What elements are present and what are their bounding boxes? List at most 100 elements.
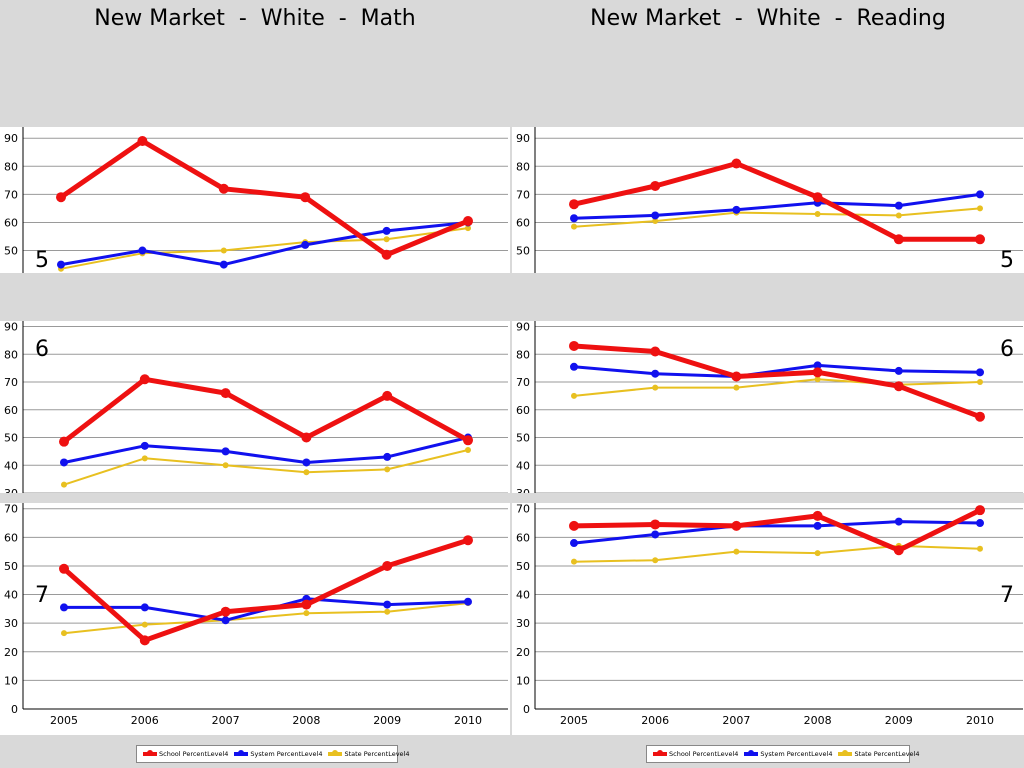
chart-background [0, 127, 510, 273]
school-data-point [731, 158, 742, 169]
system-data-point [60, 603, 68, 612]
state-data-point [222, 462, 229, 469]
grade-label: 5 [35, 248, 49, 273]
school-data-point [220, 388, 231, 399]
system-data-point [894, 517, 903, 526]
school-data-point [137, 136, 148, 147]
state-data-point [220, 247, 227, 254]
school-data-point [301, 599, 312, 610]
school-data-point [300, 192, 311, 203]
y-tick-label: 90 [516, 321, 530, 334]
school-series-line [573, 507, 982, 553]
system-data-point [301, 240, 310, 249]
grade-label: 7 [1000, 583, 1014, 608]
y-tick-label: 40 [516, 459, 530, 472]
grade-label: 7 [35, 583, 49, 608]
system-data-point [976, 190, 984, 199]
y-tick-label: 0 [11, 703, 18, 716]
school-series-line [59, 138, 469, 258]
y-tick-label: 90 [516, 132, 530, 145]
legend-system-label: System PercentLevel4 [760, 750, 833, 758]
legend-school-swatch [653, 750, 667, 756]
school-data-point [220, 606, 231, 617]
system-data-point [894, 366, 903, 375]
system-data-point [140, 441, 149, 450]
system-data-point [464, 597, 472, 606]
y-tick-label: 90 [4, 132, 18, 145]
school-data-point [463, 216, 473, 227]
state-series-line [63, 449, 469, 486]
system-data-point [60, 458, 68, 467]
x-tick-label: 2008 [292, 714, 320, 727]
system-data-point [140, 603, 149, 612]
school-data-point [381, 249, 392, 260]
state-data-point [814, 550, 821, 557]
reading-chart-title: New Market - White - Reading [590, 6, 946, 31]
y-tick-label: 70 [4, 376, 18, 389]
state-data-point [383, 236, 390, 243]
math-chart-title: New Market - White - Math [94, 6, 416, 31]
y-tick-label: 50 [516, 245, 530, 258]
x-tick-label: 2005 [560, 714, 588, 727]
math-grade6-chart: 30 40 50 60 70 80 90 6 [0, 321, 510, 493]
y-tick-label: 70 [4, 188, 18, 201]
state-series-line [573, 207, 981, 228]
system-data-point [651, 369, 660, 378]
system-data-point [382, 226, 391, 235]
y-tick-label: 50 [4, 245, 18, 258]
state-data-point [652, 218, 659, 225]
state-data-point [303, 469, 310, 476]
school-data-point [650, 180, 661, 191]
legend-state-label: State PercentLevel4 [854, 750, 920, 758]
state-data-point [895, 212, 902, 219]
math-legend: School PercentLevel4 System PercentLevel… [136, 745, 410, 763]
school-data-point [218, 183, 229, 194]
y-tick-label: 60 [516, 404, 530, 417]
school-data-point [56, 192, 66, 203]
x-tick-label: 2009 [885, 714, 913, 727]
system-series-line [573, 192, 981, 220]
legend-state-swatch [838, 750, 853, 756]
y-tick-label: 80 [4, 348, 18, 361]
y-tick-label: 60 [4, 216, 18, 229]
school-data-point [731, 520, 742, 531]
legend-state: State PercentLevel4 [328, 750, 410, 758]
y-tick-label: 30 [516, 487, 530, 493]
system-data-point [383, 600, 392, 609]
y-tick-label: 20 [4, 646, 18, 659]
reading-legend: School PercentLevel4 System PercentLevel… [646, 745, 920, 763]
grade-label: 6 [1000, 337, 1014, 362]
y-tick-label: 30 [4, 617, 18, 630]
system-data-point [813, 361, 822, 370]
system-series-line [60, 221, 469, 267]
school-data-point [975, 505, 985, 516]
legend-system-label: System PercentLevel4 [250, 750, 323, 758]
system-data-point [570, 362, 578, 371]
legend-system-swatch [744, 750, 759, 756]
state-data-point [814, 211, 821, 218]
state-series-line [573, 378, 981, 397]
system-data-point [976, 368, 984, 377]
x-tick-label: 2009 [373, 714, 401, 727]
system-series-line [573, 363, 981, 378]
system-data-point [894, 201, 903, 210]
legend-school-label: School PercentLevel4 [159, 750, 229, 758]
school-data-point [731, 371, 742, 382]
school-data-point [59, 563, 69, 574]
school-data-point [650, 519, 661, 530]
y-tick-label: 80 [516, 160, 530, 173]
state-data-point [977, 545, 983, 552]
y-tick-label: 80 [4, 160, 18, 173]
school-data-point [139, 635, 150, 646]
legend-system: System PercentLevel4 [234, 750, 322, 758]
y-tick-label: 60 [516, 216, 530, 229]
school-data-point [650, 346, 661, 357]
school-data-point [812, 367, 823, 378]
y-tick-label: 50 [516, 432, 530, 445]
state-data-point [652, 384, 659, 391]
legend-school-swatch [143, 750, 157, 756]
system-series-line [63, 436, 469, 464]
y-tick-label: 80 [516, 348, 530, 361]
y-tick-label: 40 [516, 589, 530, 602]
system-data-point [813, 521, 822, 530]
